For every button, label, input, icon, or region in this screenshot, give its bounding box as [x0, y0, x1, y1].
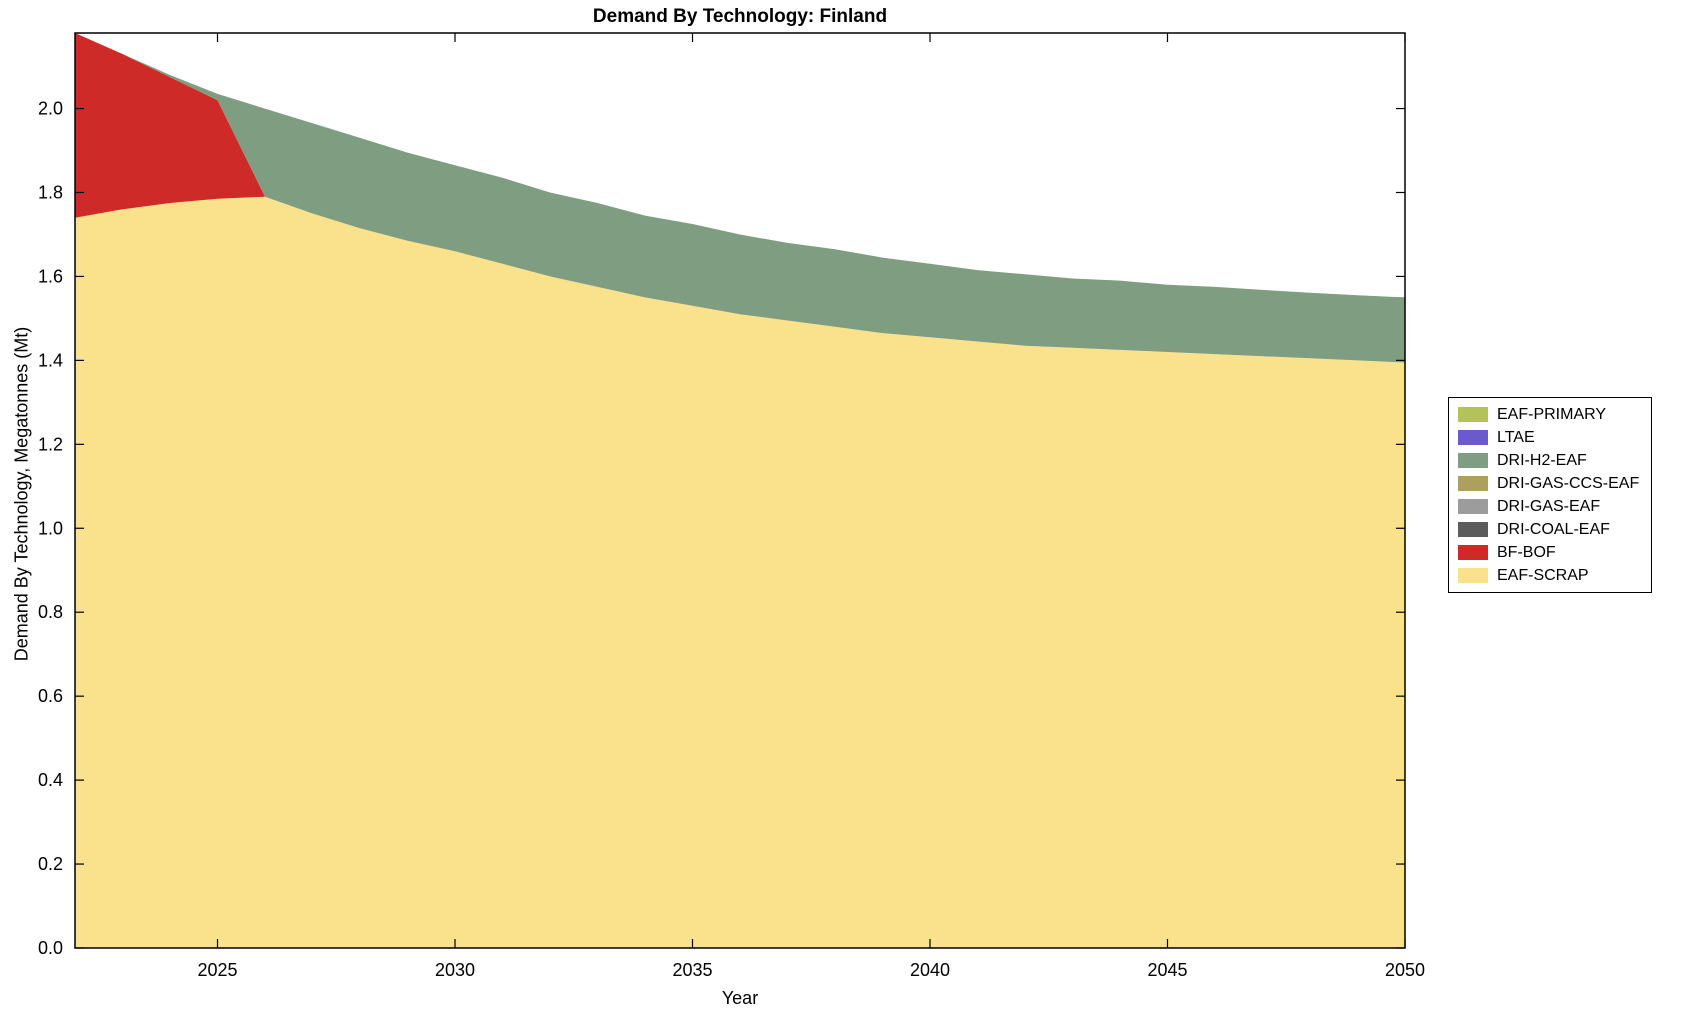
- y-tick-label: 1.8: [38, 182, 63, 202]
- x-tick-label: 2050: [1385, 960, 1425, 980]
- x-tick-label: 2045: [1147, 960, 1187, 980]
- legend-swatch-bf-bof: [1458, 545, 1488, 560]
- legend-item-dri-gas-ccs-eaf: DRI-GAS-CCS-EAF: [1458, 474, 1639, 493]
- legend: EAF-PRIMARY LTAE DRI-H2-EAF DRI-GAS-CCS-EAF…: [1448, 397, 1653, 593]
- plot-frame: [74, 32, 1406, 949]
- x-tick-label: 2040: [910, 960, 950, 980]
- y-tick-label: 0.8: [38, 602, 63, 622]
- y-tick-label: 1.4: [38, 350, 63, 370]
- x-tick-label: 2030: [435, 960, 475, 980]
- legend-label: DRI-GAS-EAF: [1497, 498, 1601, 515]
- y-tick-label: 1.0: [38, 518, 63, 538]
- legend-swatch-eaf-scrap: [1458, 568, 1488, 583]
- y-tick-label: 0.6: [38, 686, 63, 706]
- legend-item-bf-bof: BF-BOF: [1458, 543, 1639, 562]
- y-tick-label: 2.0: [38, 99, 63, 119]
- legend-label: BF-BOF: [1497, 544, 1556, 561]
- y-tick-label: 1.6: [38, 266, 63, 286]
- x-axis-label: Year: [721, 988, 759, 1008]
- legend-item-eaf-primary: EAF-PRIMARY: [1458, 405, 1639, 424]
- chart-title: Demand By Technology: Finland: [592, 6, 888, 27]
- legend-label: LTAE: [1497, 429, 1535, 446]
- legend-label: EAF-SCRAP: [1497, 567, 1589, 584]
- legend-item-dri-h2-eaf: DRI-H2-EAF: [1458, 451, 1639, 470]
- legend-item-dri-gas-eaf: DRI-GAS-EAF: [1458, 497, 1639, 516]
- legend-swatch-dri-gas-eaf: [1458, 499, 1488, 514]
- legend-item-eaf-scrap: EAF-SCRAP: [1458, 566, 1639, 585]
- area-series-dri-h2-eaf: [75, 33, 1405, 363]
- x-tick-label: 2035: [672, 960, 712, 980]
- legend-swatch-eaf-primary: [1458, 407, 1488, 422]
- legend-label: EAF-PRIMARY: [1497, 406, 1607, 423]
- x-tick-label: 2025: [197, 960, 237, 980]
- y-tick-label: 1.2: [38, 434, 63, 454]
- y-tick-label: 0.0: [38, 938, 63, 958]
- y-tick-label: 0.2: [38, 854, 63, 874]
- legend-label: DRI-H2-EAF: [1497, 452, 1587, 469]
- y-axis-label: Demand By Technology, Megatonnes (Mt): [11, 326, 32, 662]
- legend-swatch-dri-h2-eaf: [1458, 453, 1488, 468]
- legend-item-ltae: LTAE: [1458, 428, 1639, 447]
- legend-swatch-dri-gas-ccs-eaf: [1458, 476, 1488, 491]
- legend-item-dri-coal-eaf: DRI-COAL-EAF: [1458, 520, 1639, 539]
- y-tick-label: 0.4: [38, 770, 63, 790]
- area-series-eaf-scrap: [75, 196, 1405, 948]
- legend-label: DRI-GAS-CCS-EAF: [1497, 475, 1640, 492]
- legend-swatch-dri-coal-eaf: [1458, 522, 1488, 537]
- legend-label: DRI-COAL-EAF: [1497, 521, 1610, 538]
- legend-swatch-ltae: [1458, 430, 1488, 445]
